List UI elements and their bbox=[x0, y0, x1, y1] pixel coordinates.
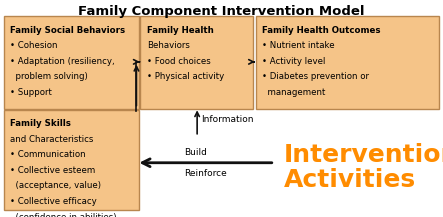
FancyBboxPatch shape bbox=[256, 16, 439, 108]
Text: Information: Information bbox=[202, 115, 254, 124]
Text: (confidence in abilities): (confidence in abilities) bbox=[10, 213, 117, 217]
FancyBboxPatch shape bbox=[140, 16, 253, 108]
Text: management: management bbox=[262, 88, 326, 97]
Text: • Collective esteem: • Collective esteem bbox=[10, 166, 95, 175]
Text: • Collective efficacy: • Collective efficacy bbox=[10, 197, 97, 206]
Text: Behaviors: Behaviors bbox=[147, 41, 190, 50]
Text: Build: Build bbox=[184, 148, 207, 157]
Text: Family Health: Family Health bbox=[147, 26, 214, 35]
Text: Intervention
Activities: Intervention Activities bbox=[284, 143, 443, 192]
Text: problem solving): problem solving) bbox=[10, 72, 88, 81]
Text: Family Component Intervention Model: Family Component Intervention Model bbox=[78, 5, 365, 18]
Text: • Communication: • Communication bbox=[10, 150, 86, 159]
Text: (acceptance, value): (acceptance, value) bbox=[10, 181, 101, 190]
FancyBboxPatch shape bbox=[4, 110, 139, 210]
Text: and Characteristics: and Characteristics bbox=[10, 135, 93, 143]
Text: Family Health Outcomes: Family Health Outcomes bbox=[262, 26, 381, 35]
FancyBboxPatch shape bbox=[4, 16, 139, 108]
Text: • Nutrient intake: • Nutrient intake bbox=[262, 41, 335, 50]
Text: • Food choices: • Food choices bbox=[147, 57, 211, 66]
Text: • Support: • Support bbox=[10, 88, 52, 97]
Text: • Physical activity: • Physical activity bbox=[147, 72, 224, 81]
Text: Family Skills: Family Skills bbox=[10, 119, 71, 128]
Text: Family Social Behaviors: Family Social Behaviors bbox=[10, 26, 125, 35]
Text: • Adaptation (resiliency,: • Adaptation (resiliency, bbox=[10, 57, 115, 66]
Text: • Diabetes prevention or: • Diabetes prevention or bbox=[262, 72, 369, 81]
Text: • Cohesion: • Cohesion bbox=[10, 41, 58, 50]
Text: Reinforce: Reinforce bbox=[184, 169, 227, 178]
Text: • Activity level: • Activity level bbox=[262, 57, 326, 66]
